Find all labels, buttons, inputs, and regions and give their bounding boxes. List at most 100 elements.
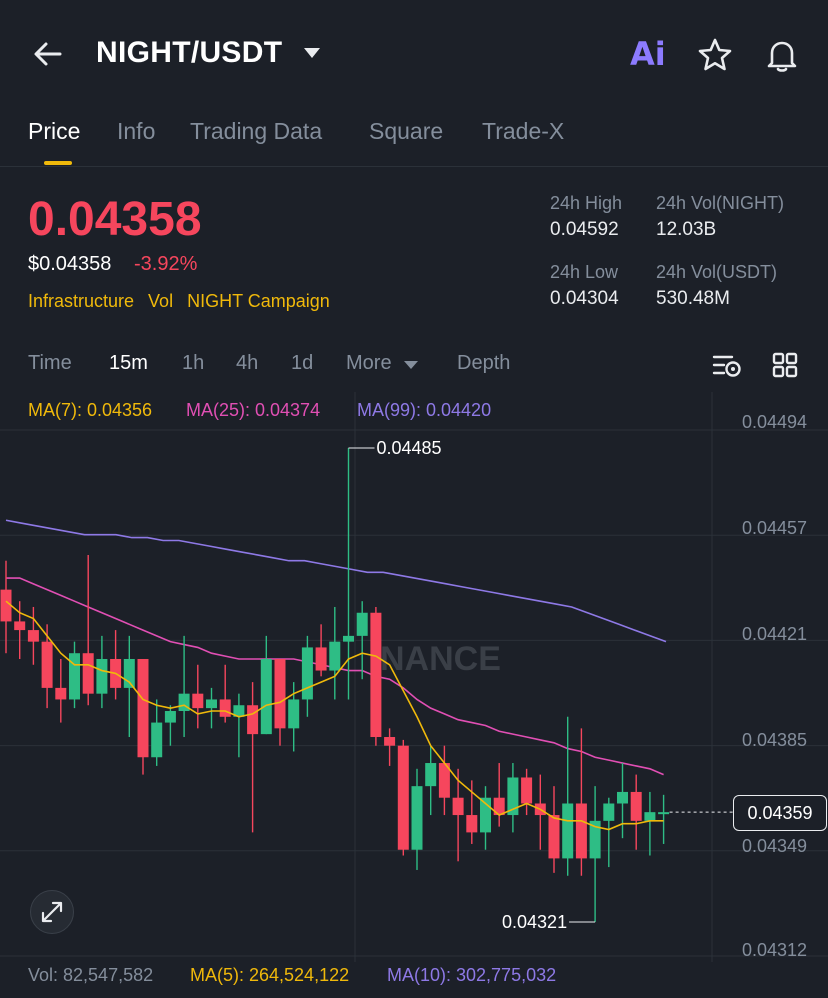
price-usd: $0.04358 bbox=[28, 253, 112, 275]
candle-body bbox=[356, 612, 368, 636]
interval-15m[interactable]: 15m bbox=[109, 352, 148, 374]
back-arrow-icon[interactable] bbox=[30, 36, 66, 72]
stat-vol-quote-label: 24h Vol(USDT) bbox=[656, 262, 778, 282]
chart-settings-icon[interactable] bbox=[712, 352, 742, 380]
candle-body bbox=[343, 635, 354, 642]
tab-info[interactable]: Info bbox=[117, 118, 156, 144]
y-tick: 0.04421 bbox=[742, 624, 808, 644]
interval-more[interactable]: More bbox=[346, 352, 392, 374]
candle-body bbox=[658, 812, 670, 815]
candle-body bbox=[493, 797, 505, 816]
candle-body bbox=[507, 777, 519, 816]
candle-body bbox=[644, 812, 656, 821]
pair-title[interactable]: NIGHT/USDT bbox=[96, 36, 283, 69]
candle-body bbox=[178, 693, 190, 712]
active-tab-indicator bbox=[44, 161, 72, 165]
high-marker-label: 0.04485 bbox=[377, 438, 442, 458]
tab-price[interactable]: Price bbox=[28, 118, 81, 144]
candle-body bbox=[69, 653, 80, 700]
top-bar: NIGHT/USDT Ai bbox=[0, 0, 828, 105]
candle-body bbox=[260, 658, 272, 735]
y-tick: 0.04494 bbox=[742, 412, 808, 432]
y-tick: 0.04457 bbox=[742, 518, 808, 538]
candle-body bbox=[41, 641, 53, 688]
candle-body bbox=[617, 791, 628, 804]
candle-body bbox=[315, 647, 327, 671]
main-tabs: Price Info Trading Data Square Trade-X bbox=[0, 112, 828, 167]
tag-vol[interactable]: Vol bbox=[148, 291, 174, 311]
candle-body bbox=[562, 803, 574, 859]
ma7-label: MA(7): 0.04356 bbox=[28, 400, 153, 420]
tag-night-campaign[interactable]: NIGHT Campaign bbox=[187, 291, 330, 311]
candle-body bbox=[96, 658, 108, 694]
depth-tab[interactable]: Depth bbox=[457, 352, 511, 374]
y-tick: 0.04349 bbox=[742, 836, 808, 856]
candle-body bbox=[452, 797, 464, 816]
candle-body bbox=[329, 641, 341, 671]
last-price: 0.04358 bbox=[28, 193, 202, 246]
y-tick: 0.04312 bbox=[742, 940, 808, 960]
ai-assistant-icon[interactable]: Ai bbox=[630, 35, 666, 73]
stat-low-value: 0.04304 bbox=[550, 288, 619, 309]
candlestick-chart[interactable]: NANCE 0.04485 0.04321 bbox=[0, 392, 828, 962]
interval-1h[interactable]: 1h bbox=[182, 352, 205, 374]
bell-icon[interactable] bbox=[763, 36, 801, 74]
watermark: NANCE bbox=[380, 640, 501, 678]
stat-vol-base-value: 12.03B bbox=[656, 219, 717, 240]
candle-body bbox=[82, 653, 94, 694]
tag-infrastructure[interactable]: Infrastructure bbox=[28, 291, 135, 311]
tab-trading-data[interactable]: Trading Data bbox=[190, 118, 323, 144]
stat-vol-base-label: 24h Vol(NIGHT) bbox=[656, 193, 785, 213]
candle-body bbox=[575, 803, 587, 859]
ma99-line bbox=[5, 519, 667, 643]
candle-body bbox=[480, 797, 491, 833]
stat-low-label: 24h Low bbox=[550, 262, 619, 282]
candle-body bbox=[0, 589, 12, 622]
more-dropdown-icon[interactable] bbox=[404, 361, 418, 369]
pair-dropdown-icon[interactable] bbox=[304, 48, 320, 58]
candle-body bbox=[27, 630, 39, 642]
interval-1d[interactable]: 1d bbox=[291, 352, 314, 374]
candle-body bbox=[247, 705, 259, 735]
volume-label: Vol: 82,547,582 bbox=[28, 965, 154, 985]
candle-body bbox=[397, 745, 409, 850]
stat-high-value: 0.04592 bbox=[550, 219, 619, 240]
candle-body bbox=[466, 815, 478, 833]
candle-body bbox=[206, 699, 217, 709]
candle-body bbox=[603, 803, 615, 821]
candle-body bbox=[630, 791, 642, 821]
tag-list: Infrastructure Vol NIGHT Campaign bbox=[28, 291, 344, 312]
y-tick: 0.04385 bbox=[742, 730, 808, 750]
tab-square[interactable]: Square bbox=[369, 118, 444, 144]
candle-body bbox=[425, 763, 437, 787]
candle-body bbox=[521, 777, 533, 804]
volume-ma5-label: MA(5): 264,524,122 bbox=[190, 965, 350, 985]
candle-body bbox=[192, 693, 204, 709]
interval-4h[interactable]: 4h bbox=[236, 352, 259, 374]
expand-chart-button[interactable] bbox=[30, 890, 74, 934]
candle-body bbox=[411, 786, 423, 850]
stat-vol-quote-value: 530.48M bbox=[656, 288, 730, 309]
candle-body bbox=[55, 687, 67, 700]
candle-body bbox=[219, 699, 231, 717]
stat-high-label: 24h High bbox=[550, 193, 623, 213]
ma7-line bbox=[5, 600, 664, 831]
price-change: -3.92% bbox=[134, 253, 198, 275]
star-icon[interactable] bbox=[696, 36, 734, 74]
candle-body bbox=[151, 722, 163, 758]
volume-ma10-label: MA(10): 302,775,032 bbox=[387, 965, 557, 985]
tab-trade-x[interactable]: Trade-X bbox=[482, 118, 565, 144]
candle-body bbox=[274, 658, 286, 729]
candle-body bbox=[14, 621, 26, 631]
candle-body bbox=[288, 699, 300, 729]
candle-body bbox=[123, 658, 135, 688]
low-marker-label: 0.04321 bbox=[502, 912, 567, 932]
candle-body bbox=[164, 711, 176, 723]
candle-body bbox=[370, 612, 382, 738]
layout-grid-icon[interactable] bbox=[772, 352, 798, 378]
candle-body bbox=[548, 815, 560, 859]
candle-body bbox=[438, 763, 450, 798]
candle-body bbox=[137, 658, 149, 758]
expand-icon bbox=[41, 901, 63, 923]
interval-time[interactable]: Time bbox=[28, 352, 72, 374]
